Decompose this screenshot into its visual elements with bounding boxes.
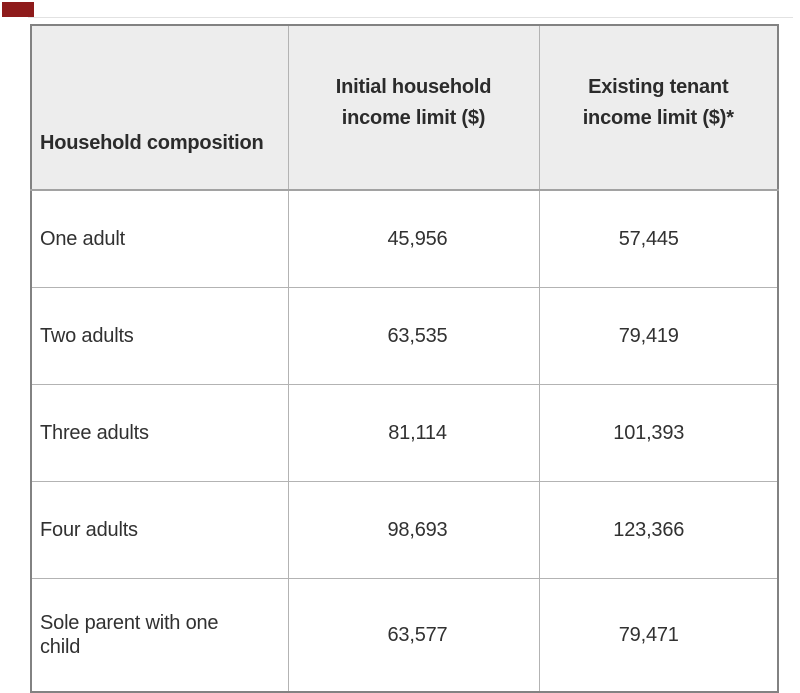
composition-label: Four adults: [40, 519, 138, 541]
header-existing-tenant-income-limit: Existing tenant income limit ($)*: [538, 24, 779, 191]
cell-existing-tenant-income-limit: 79,419: [538, 287, 779, 385]
header-label: Existing tenant income limit ($)*: [582, 76, 734, 129]
red-corner-marker: [2, 2, 34, 17]
header-label: Initial household income limit ($): [335, 76, 492, 129]
table-row: Four adults 98,693 123,366: [30, 481, 779, 579]
composition-label: Sole parent with one child: [40, 612, 219, 658]
cell-household-composition: Four adults: [30, 481, 289, 579]
income-limits-table: Household composition Initial household …: [30, 24, 779, 693]
cell-initial-income-limit: 98,693: [287, 481, 540, 579]
composition-label: Two adults: [40, 325, 134, 347]
cell-household-composition: Sole parent with one child: [30, 578, 289, 693]
cell-household-composition: Three adults: [30, 384, 289, 482]
table-row: Sole parent with one child 63,577 79,471: [30, 578, 779, 693]
composition-label: Three adults: [40, 422, 149, 444]
cell-existing-tenant-income-limit: 101,393: [538, 384, 779, 482]
cell-existing-tenant-income-limit: 57,445: [538, 189, 779, 288]
cell-initial-income-limit: 45,956: [287, 189, 540, 288]
horizontal-rule: [28, 17, 793, 18]
header-initial-income-limit: Initial household income limit ($): [287, 24, 540, 191]
cell-initial-income-limit: 63,577: [287, 578, 540, 693]
header-row: Household composition Initial household …: [30, 24, 779, 191]
header-label: Household composition: [40, 132, 264, 154]
header-household-composition: Household composition: [30, 24, 289, 191]
cell-household-composition: Two adults: [30, 287, 289, 385]
table-row: Two adults 63,535 79,419: [30, 287, 779, 385]
table-row: Three adults 81,114 101,393: [30, 384, 779, 482]
cell-household-composition: One adult: [30, 189, 289, 288]
table-row: One adult 45,956 57,445: [30, 189, 779, 288]
cell-existing-tenant-income-limit: 79,471: [538, 578, 779, 693]
cell-existing-tenant-income-limit: 123,366: [538, 481, 779, 579]
composition-label: One adult: [40, 228, 125, 250]
cell-initial-income-limit: 81,114: [287, 384, 540, 482]
table-header: Household composition Initial household …: [30, 24, 779, 191]
table-body: One adult 45,956 57,445 Two adults 63,535 79,…: [30, 189, 779, 693]
cell-initial-income-limit: 63,535: [287, 287, 540, 385]
